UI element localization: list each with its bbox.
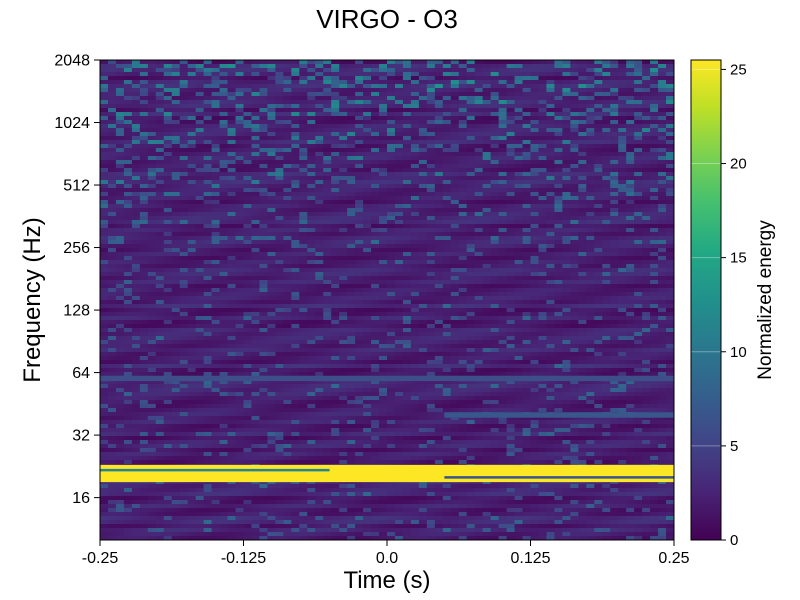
y-axis: 16 32 64 128 256 512 1024 2048 <box>54 53 100 507</box>
colorbar-label: Normalized energy <box>755 220 776 380</box>
energy-feature-1 <box>100 464 674 483</box>
colorbar-tick-label: 20 <box>730 156 747 173</box>
colorbar-gradient <box>691 60 721 540</box>
x-tick-label: 0.25 <box>658 550 689 567</box>
colorbar: 0 5 10 15 20 25 Normalized energy <box>690 59 776 549</box>
energy-feature-2 <box>100 375 674 382</box>
colorbar-frame <box>690 59 722 541</box>
y-tick-label: 16 <box>72 490 90 507</box>
y-tick-label: 64 <box>72 365 90 382</box>
plot-area <box>99 59 675 541</box>
x-tick-label: -0.125 <box>221 550 266 567</box>
band-inner-line <box>444 476 674 479</box>
colorbar-tick-label: 10 <box>730 344 747 361</box>
y-tick-label: 2048 <box>54 53 90 70</box>
y-axis-label: Frequency (Hz) <box>19 217 46 382</box>
x-tick-label: 0.125 <box>510 550 550 567</box>
x-axis: -0.25 -0.125 0.0 0.125 0.25 <box>82 540 690 567</box>
y-tick-label: 512 <box>63 178 90 195</box>
x-tick-label: -0.25 <box>82 550 119 567</box>
heatmap <box>100 60 674 540</box>
colorbar-tick-label: 5 <box>730 438 738 455</box>
energy-feature-3 <box>444 412 674 418</box>
x-tick-label: 0.0 <box>376 550 398 567</box>
colorbar-axis: 0 5 10 15 20 25 <box>721 61 747 549</box>
y-tick-label: 32 <box>72 428 90 445</box>
x-axis-label: Time (s) <box>343 567 430 594</box>
colorbar-tick-label: 25 <box>730 61 747 78</box>
y-tick-label: 256 <box>63 240 90 257</box>
colorbar-tick-label: 0 <box>730 532 738 549</box>
y-tick-label: 128 <box>63 303 90 320</box>
y-tick-label: 1024 <box>54 115 90 132</box>
colorbar-tick-label: 15 <box>730 250 747 267</box>
chart-title: VIRGO - O3 <box>316 4 458 34</box>
band-inner-line <box>100 468 330 472</box>
